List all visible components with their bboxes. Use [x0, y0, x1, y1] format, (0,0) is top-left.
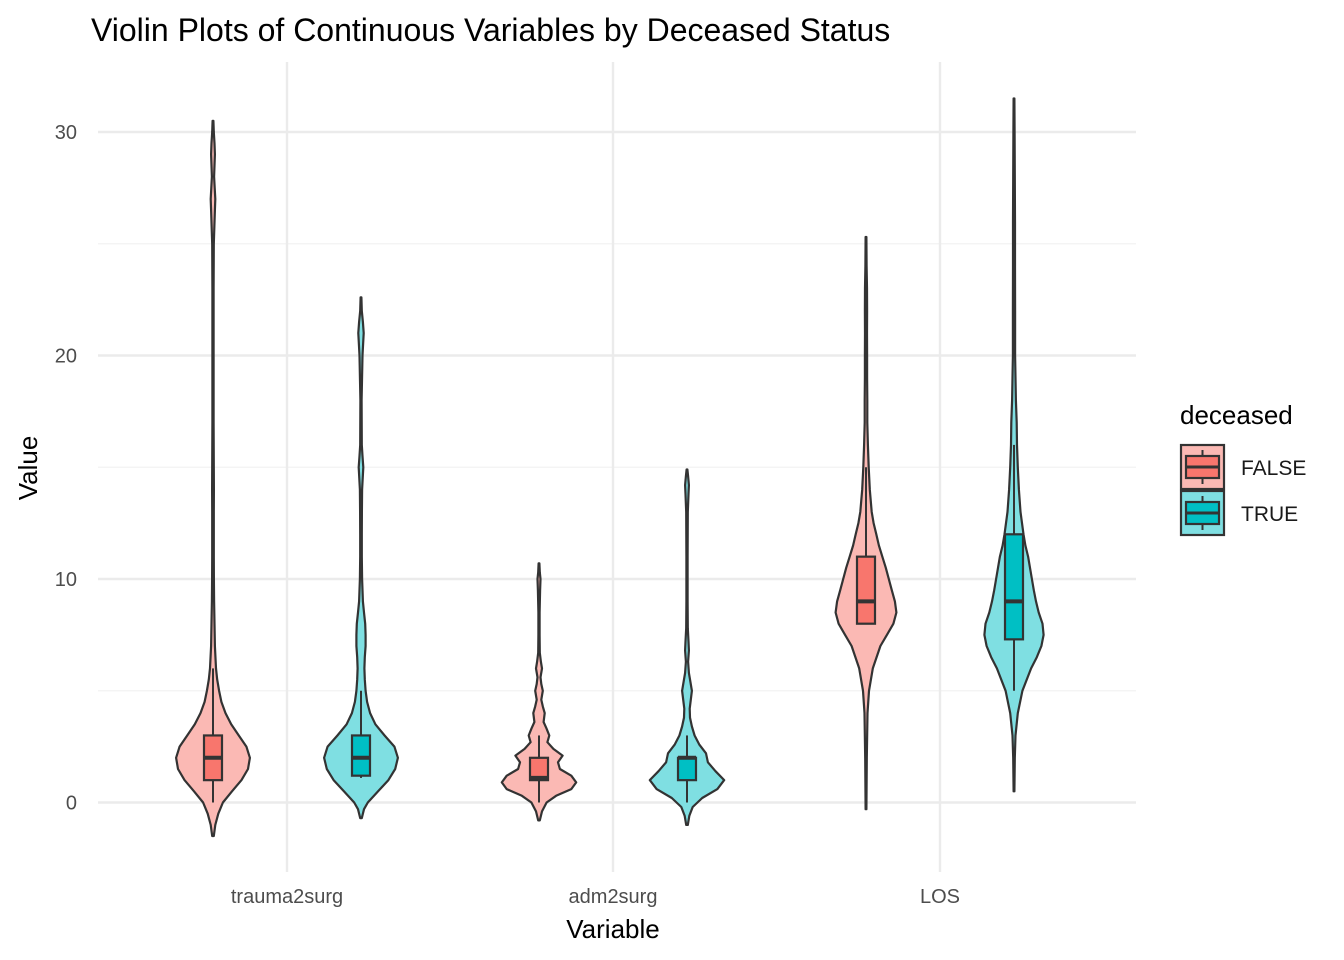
y-axis-title: Value [13, 436, 43, 501]
x-tick-label: trauma2surg [231, 886, 343, 908]
x-axis-title: Variable [566, 914, 659, 944]
y-tick-label: 0 [66, 793, 77, 815]
legend-title: deceased [1180, 400, 1293, 430]
legend-label: FALSE [1241, 457, 1306, 480]
y-axis-ticks: 0 10 20 30 [55, 122, 77, 815]
legend-item-FALSE: FALSE [1179, 443, 1306, 491]
grid-lines [98, 62, 1136, 872]
legend: deceased FALSE TRUE [1179, 400, 1306, 537]
violin-adm2surg-FALSE [500, 562, 578, 822]
box-LOS-TRUE [1003, 533, 1025, 641]
legend-label: TRUE [1241, 503, 1298, 526]
chart-title: Violin Plots of Continuous Variables by … [91, 12, 890, 48]
box-LOS-FALSE [855, 555, 877, 625]
violin-layer [175, 97, 1045, 838]
y-tick-label: 20 [55, 346, 77, 368]
violin-adm2surg-TRUE [648, 468, 726, 826]
y-tick-label: 30 [55, 122, 77, 144]
legend-item-TRUE: TRUE [1179, 489, 1298, 537]
box-adm2surg-FALSE [528, 756, 550, 782]
x-axis-ticks: trauma2surg adm2surg LOS [231, 886, 960, 908]
x-tick-label: adm2surg [569, 886, 658, 908]
x-tick-label: LOS [920, 886, 960, 908]
box-adm2surg-TRUE [676, 756, 698, 782]
box-trauma2surg-TRUE [350, 734, 372, 777]
violin-trauma2surg-FALSE [175, 119, 251, 838]
y-tick-label: 10 [55, 569, 77, 591]
violin-trauma2surg-TRUE [323, 296, 399, 820]
